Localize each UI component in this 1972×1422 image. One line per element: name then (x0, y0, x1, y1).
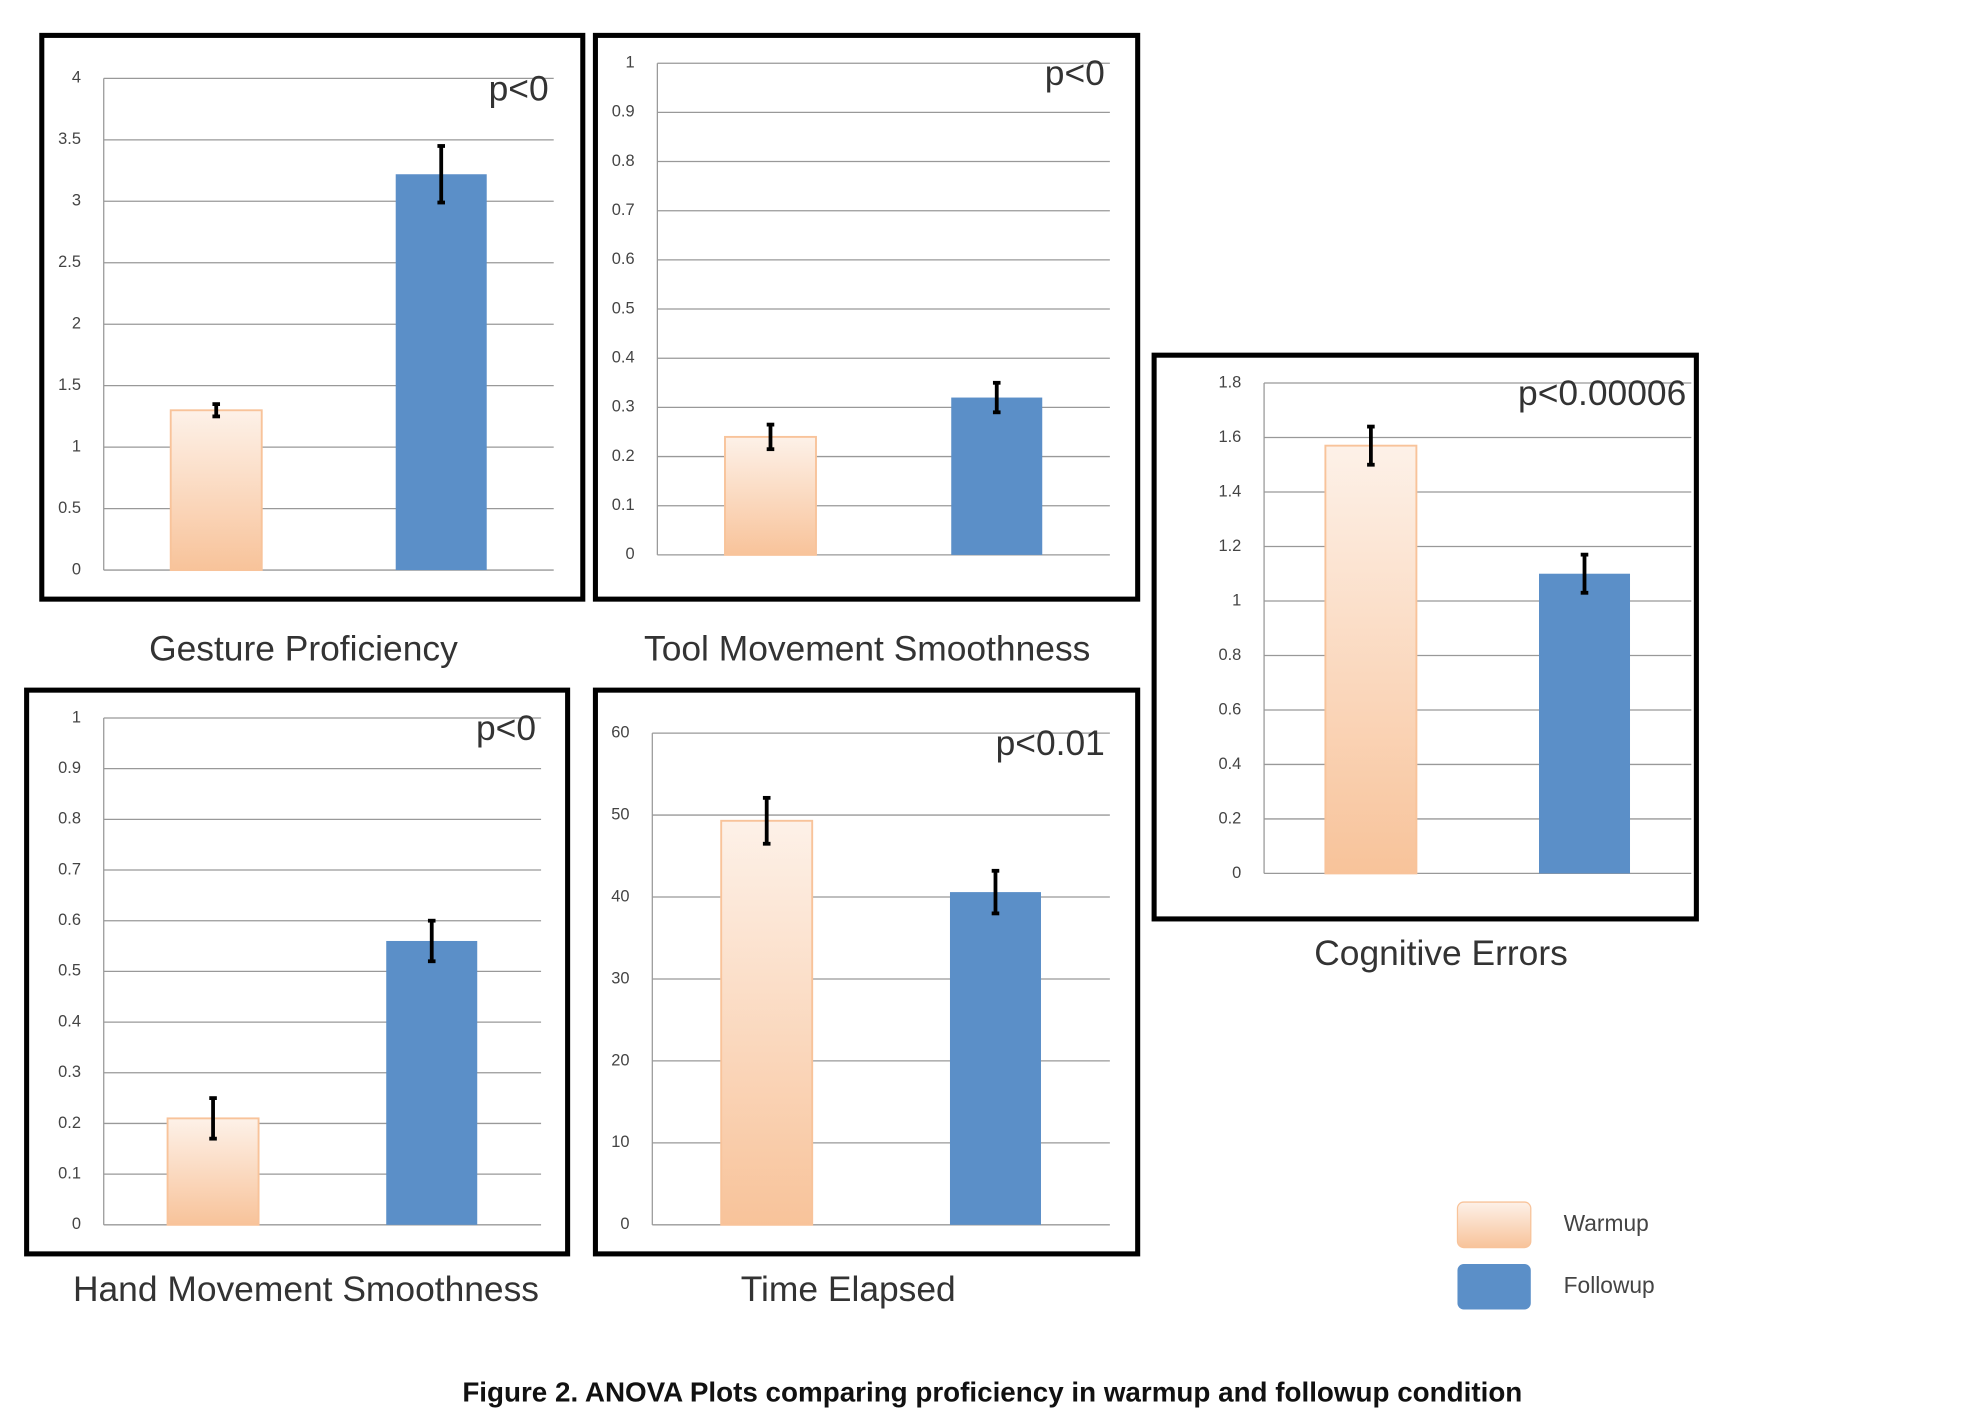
y-tick-label: 0.8 (1218, 646, 1241, 664)
y-tick-label: 1 (72, 437, 81, 455)
annotation: p<0 (489, 69, 549, 108)
y-tick-label: 0.9 (612, 103, 635, 121)
y-tick-label: 0.6 (1218, 700, 1241, 718)
y-tick-label: 0.7 (612, 201, 635, 219)
annotation: p<0 (1045, 54, 1105, 93)
error-bar (437, 144, 446, 205)
panel-frame (24, 687, 571, 1257)
y-tick-label: 0.1 (612, 496, 635, 514)
annotation: p<0.01 (996, 724, 1105, 763)
panel-frame (592, 687, 1141, 1257)
y-tick-label: 0.4 (1218, 755, 1241, 773)
y-tick-label: 0.1 (58, 1164, 81, 1182)
y-tick-label: 2 (72, 315, 81, 333)
y-tick-label: 0.9 (58, 759, 81, 777)
y-tick-label: 0.3 (612, 398, 635, 416)
y-tick-label: 0.2 (58, 1114, 81, 1132)
annotation: p<0.00006 (1518, 374, 1686, 413)
panel-frame (1151, 352, 1699, 922)
y-tick-label: 1 (1232, 591, 1241, 609)
y-tick-label: 0.5 (58, 962, 81, 980)
bar (951, 397, 1043, 555)
y-tick-label: 1 (625, 54, 634, 72)
y-tick-label: 0.4 (612, 349, 635, 367)
y-tick-label: 0 (625, 545, 634, 563)
y-tick-label: 0.6 (58, 911, 81, 929)
y-tick-label: 0.2 (1218, 809, 1241, 827)
legend-label: Followup (1564, 1272, 1655, 1298)
y-tick-label: 3 (72, 192, 81, 210)
chart-title: Cognitive Errors (1314, 934, 1568, 973)
y-tick-label: 0 (1232, 864, 1241, 882)
error-bar (992, 380, 1001, 415)
y-tick-label: 0.5 (58, 499, 81, 517)
y-tick-label: 50 (611, 805, 629, 823)
annotation: p<0 (476, 709, 536, 748)
chart-title: Time Elapsed (741, 1270, 956, 1309)
bar (1539, 573, 1631, 874)
y-tick-label: 0.3 (58, 1063, 81, 1081)
legend-swatch (1457, 1264, 1531, 1310)
legend-swatch (1456, 1201, 1532, 1249)
error-bar (1580, 552, 1589, 595)
y-tick-label: 1.8 (1218, 373, 1241, 391)
y-tick-label: 30 (611, 969, 629, 987)
y-tick-label: 1 (72, 708, 81, 726)
y-tick-label: 0.5 (612, 299, 635, 317)
y-tick-label: 0.6 (612, 250, 635, 268)
y-tick-label: 0.4 (58, 1012, 81, 1030)
error-bar (766, 422, 775, 452)
y-tick-label: 0.8 (612, 152, 635, 170)
bar (949, 892, 1041, 1225)
error-bar (762, 795, 771, 846)
bar (1324, 444, 1418, 875)
y-tick-label: 20 (611, 1051, 629, 1069)
y-tick-label: 1.6 (1218, 428, 1241, 446)
bar (386, 940, 478, 1225)
y-tick-label: 0.2 (612, 447, 635, 465)
y-tick-label: 1.4 (1218, 482, 1241, 500)
y-tick-label: 0 (620, 1215, 629, 1233)
caption: Figure 2. ANOVA Plots comparing proficie… (462, 1377, 1522, 1408)
bar (720, 819, 814, 1226)
legend-label: Warmup (1564, 1210, 1649, 1236)
y-tick-label: 10 (611, 1133, 629, 1151)
y-tick-label: 60 (611, 723, 629, 741)
error-bar (209, 1096, 217, 1141)
y-tick-label: 1.5 (58, 376, 81, 394)
error-bar (991, 868, 1000, 916)
bar (169, 409, 263, 572)
panel-frame (39, 32, 586, 602)
y-tick-label: 4 (72, 69, 81, 87)
y-tick-label: 1.2 (1218, 537, 1241, 555)
bar (724, 435, 817, 556)
error-bar (1367, 424, 1375, 467)
y-tick-label: 40 (611, 887, 629, 905)
y-tick-label: 0.7 (58, 860, 81, 878)
error-bar (427, 918, 436, 964)
y-tick-label: 0.8 (58, 810, 81, 828)
y-tick-label: 0 (72, 560, 81, 578)
error-bar (212, 402, 221, 419)
bar (395, 174, 487, 571)
y-tick-label: 2.5 (58, 253, 81, 271)
chart-title: Tool Movement Smoothness (644, 629, 1090, 668)
chart-title: Gesture Proficiency (149, 629, 458, 668)
y-tick-label: 3.5 (58, 130, 81, 148)
chart-title: Hand Movement Smoothness (73, 1270, 539, 1309)
y-tick-label: 0 (72, 1215, 81, 1233)
panel-frame (592, 32, 1141, 602)
